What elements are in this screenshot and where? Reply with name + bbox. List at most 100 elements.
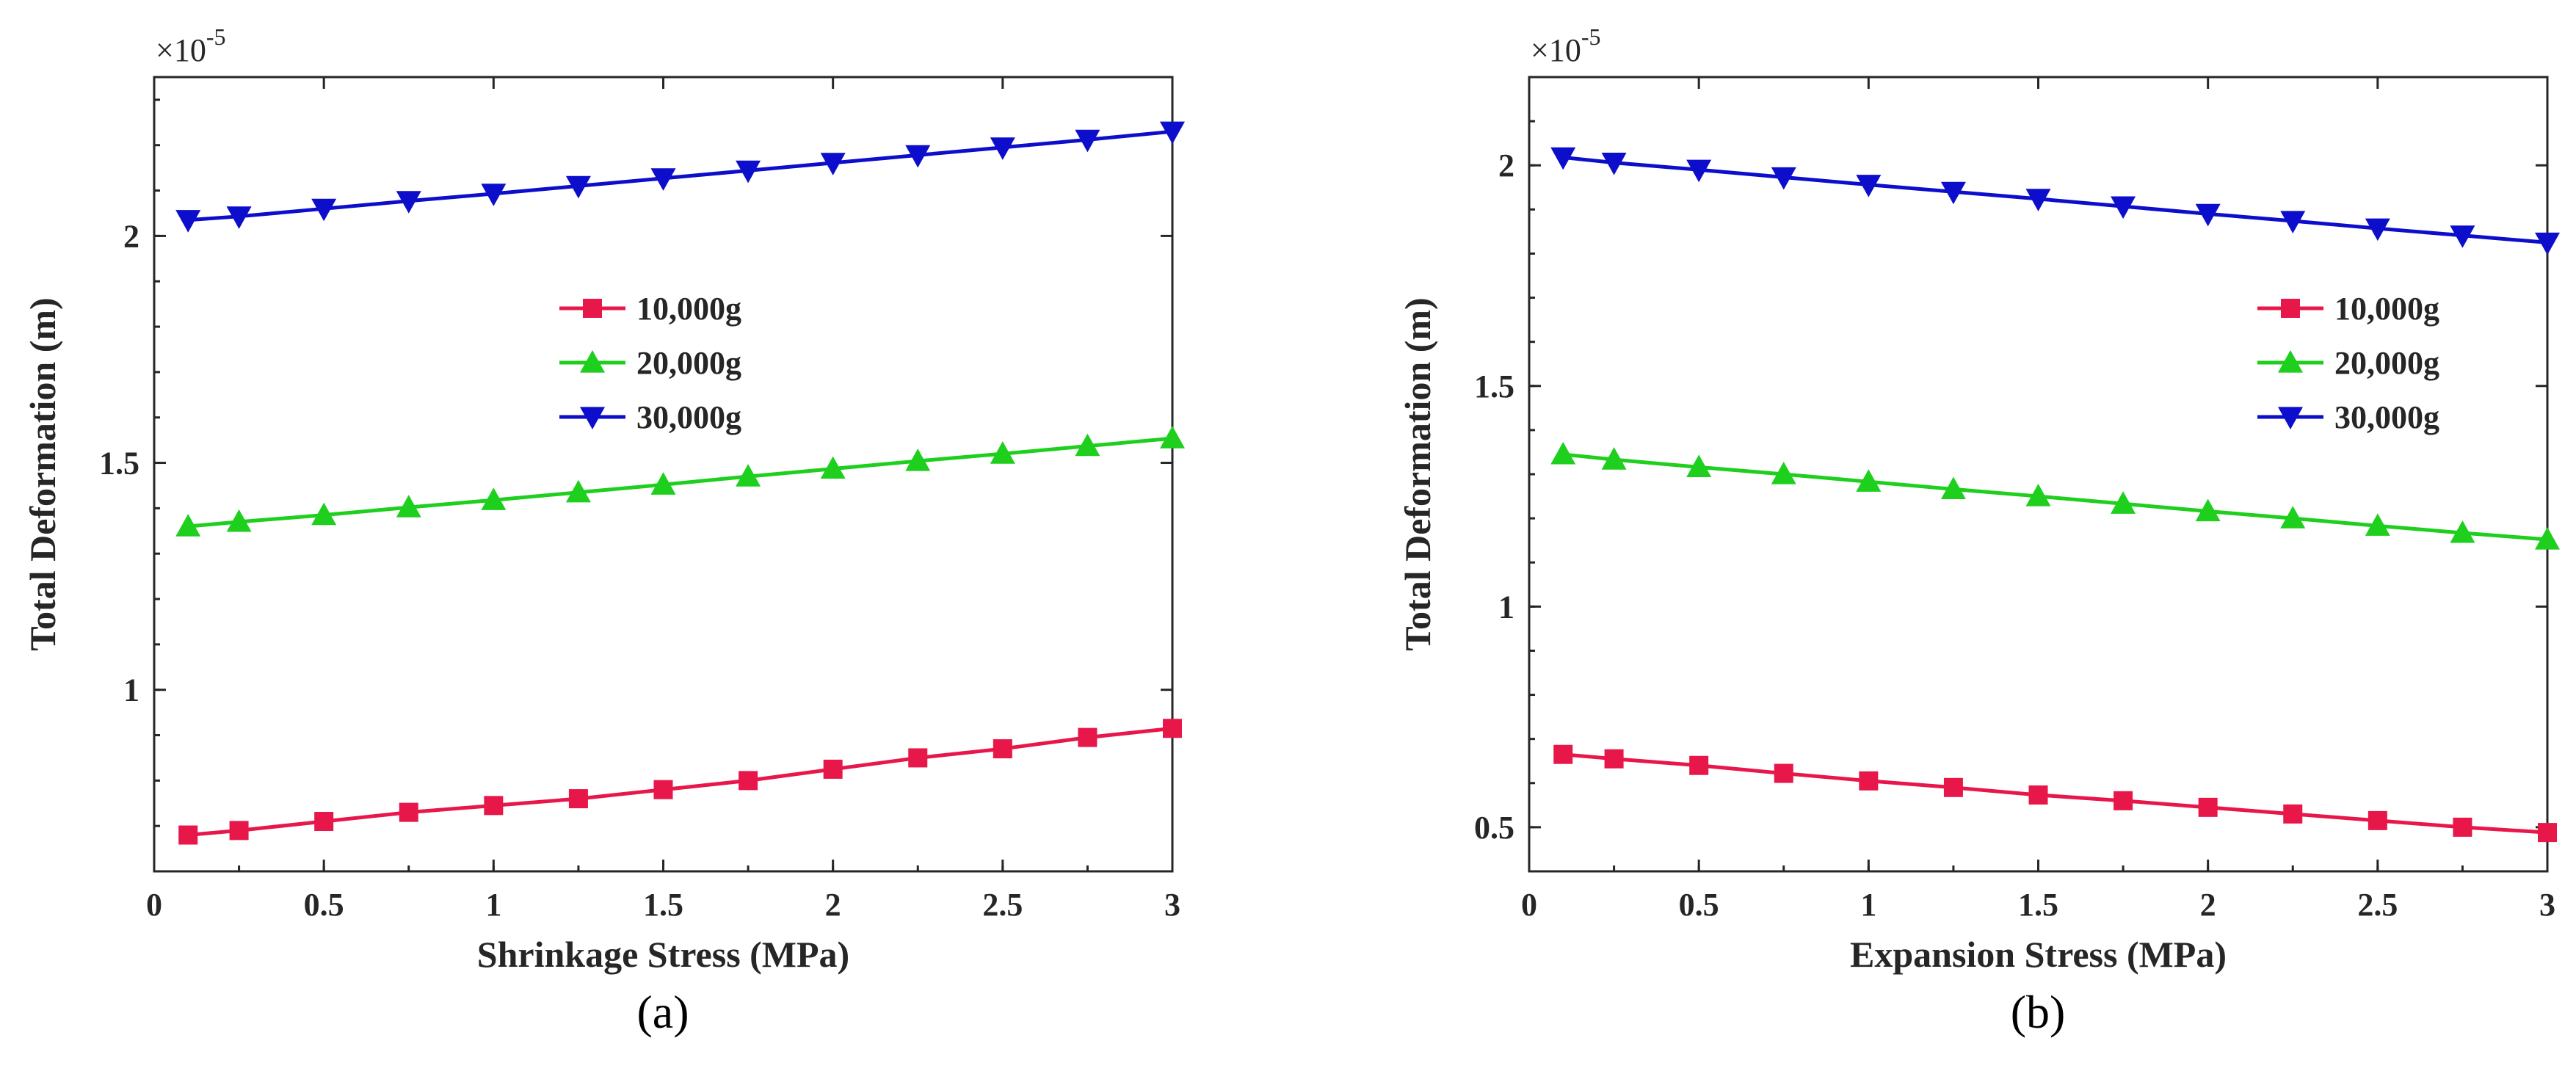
- x-tick-label: 2: [2200, 887, 2216, 923]
- panel-label: (a): [636, 986, 689, 1038]
- data-point: [905, 145, 931, 168]
- y-axis-title: Total Deformation (m): [1397, 297, 1438, 650]
- data-point: [650, 472, 676, 495]
- x-tick-label: 2.5: [2357, 887, 2398, 923]
- data-point: [1943, 777, 1963, 797]
- data-point: [2365, 513, 2390, 536]
- data-point: [2195, 203, 2221, 227]
- y-tick-label: 1.5: [1474, 369, 1514, 404]
- data-point: [1075, 129, 1100, 153]
- legend-label: 20,000g: [2334, 345, 2439, 381]
- data-point: [2280, 211, 2306, 233]
- chart-panel-b: 0 0.5 1 1.5 2 2.5 3 0.5 1 1.5 2 ×10-5 Expansion Stre…: [1397, 23, 2560, 1038]
- data-point: [226, 509, 252, 532]
- data-point: [484, 796, 504, 816]
- legend: 10,000g 20,000g 30,000g: [559, 291, 741, 435]
- legend-marker: [2281, 299, 2300, 318]
- data-point: [1774, 763, 1793, 783]
- data-point: [2368, 810, 2387, 830]
- legend-marker: [583, 299, 602, 318]
- data-point: [1550, 441, 1576, 465]
- series-line: [188, 726, 1173, 838]
- data-point: [653, 780, 673, 799]
- x-tick-label: 1.5: [643, 887, 683, 923]
- data-point: [823, 759, 843, 779]
- data-point: [2025, 484, 2051, 507]
- data-point: [990, 441, 1015, 464]
- x-tick-label: 0.5: [1679, 887, 1719, 923]
- legend-label: 10,000g: [2334, 291, 2439, 327]
- y-tick-label: 1: [123, 672, 139, 708]
- y-exponent-power: -5: [206, 23, 226, 50]
- data-point: [2111, 491, 2136, 514]
- data-point: [990, 137, 1015, 160]
- panel-label: (b): [2011, 986, 2066, 1038]
- data-point: [2450, 225, 2475, 248]
- data-point: [1075, 433, 1100, 457]
- data-point: [1689, 755, 1709, 775]
- data-point: [1940, 181, 1966, 205]
- data-point: [2028, 785, 2048, 805]
- series-line: [188, 436, 1173, 529]
- x-tick-label: 2: [825, 887, 841, 923]
- y-exponent-base: ×10: [156, 32, 206, 68]
- data-point: [739, 771, 758, 791]
- series-10000g-g: [178, 719, 1182, 845]
- data-point: [2535, 232, 2560, 255]
- data-point: [1601, 153, 1627, 175]
- data-point: [1686, 159, 1712, 183]
- data-point: [1163, 719, 1182, 738]
- data-point: [2025, 189, 2051, 211]
- data-point: [396, 495, 421, 518]
- data-point: [1553, 744, 1573, 764]
- data-point: [2280, 506, 2306, 529]
- data-point: [178, 825, 198, 845]
- x-tick-label: 1: [1860, 887, 1876, 923]
- data-point: [175, 210, 201, 233]
- data-point: [1604, 749, 1624, 769]
- data-point: [1160, 121, 1185, 145]
- data-point: [2538, 823, 2557, 843]
- legend-marker: [580, 350, 605, 373]
- data-point: [175, 514, 201, 537]
- legend-marker: [2278, 407, 2303, 429]
- x-axis-title: Shrinkage Stress (MPa): [477, 934, 849, 975]
- x-tick-label: 3: [2539, 887, 2555, 923]
- data-point: [481, 184, 507, 206]
- data-point: [1771, 167, 1796, 190]
- data-point: [905, 449, 931, 471]
- series-line: [188, 129, 1173, 222]
- data-point: [736, 160, 761, 184]
- data-point: [565, 479, 591, 503]
- data-point: [1550, 147, 1576, 170]
- y-tick-label: 2: [123, 218, 139, 254]
- y-tick-label: 1.5: [99, 446, 139, 482]
- legend-label: 30,000g: [636, 399, 741, 435]
- data-point: [396, 191, 421, 214]
- data-point: [565, 175, 591, 199]
- data-point: [820, 456, 846, 479]
- series-20000g-g: [175, 426, 1185, 537]
- data-point: [1601, 447, 1627, 470]
- y-exponent-power: -5: [1581, 23, 1601, 50]
- legend-marker: [580, 407, 605, 429]
- chart-panel-a: 0 0.5 1 1.5 2 2.5 3 1 1.5 2 ×10-5 Shrinkage Stress …: [22, 23, 1185, 1038]
- x-tick-label: 0.5: [304, 887, 344, 923]
- series-30000g-g: [1550, 147, 2560, 255]
- data-point: [399, 802, 418, 822]
- data-point: [1859, 771, 1879, 791]
- data-point: [2198, 797, 2218, 817]
- data-point: [2450, 520, 2475, 543]
- x-tick-label: 0: [146, 887, 162, 923]
- legend-label: 10,000g: [636, 291, 741, 327]
- legend-label: 20,000g: [636, 345, 741, 381]
- data-point: [1856, 469, 1882, 492]
- data-point: [736, 464, 761, 487]
- data-point: [820, 153, 846, 175]
- legend: 10,000g 20,000g 30,000g: [2257, 291, 2439, 435]
- data-point: [1078, 727, 1097, 747]
- x-tick-label: 0: [1521, 887, 1537, 923]
- data-point: [1686, 454, 1712, 477]
- series-line: [1562, 452, 2548, 542]
